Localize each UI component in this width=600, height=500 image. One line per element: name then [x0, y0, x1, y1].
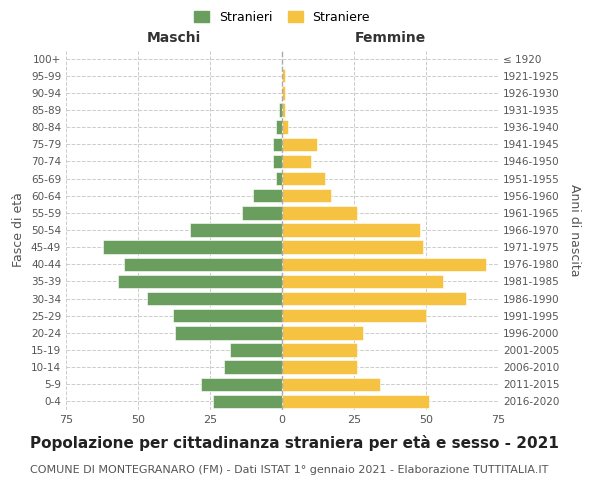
Bar — [279, 104, 282, 117]
Bar — [282, 240, 423, 254]
Bar — [282, 69, 285, 82]
Bar — [282, 224, 420, 236]
Bar — [282, 378, 380, 391]
Bar — [175, 326, 282, 340]
Bar — [282, 394, 429, 408]
Bar — [282, 258, 487, 271]
Bar — [224, 360, 282, 374]
Bar — [276, 120, 282, 134]
Bar — [282, 206, 357, 220]
Y-axis label: Anni di nascita: Anni di nascita — [568, 184, 581, 276]
Bar — [230, 344, 282, 356]
Text: COMUNE DI MONTEGRANARO (FM) - Dati ISTAT 1° gennaio 2021 - Elaborazione TUTTITAL: COMUNE DI MONTEGRANARO (FM) - Dati ISTAT… — [30, 465, 548, 475]
Bar — [253, 189, 282, 202]
Bar — [282, 360, 357, 374]
Bar — [118, 274, 282, 288]
Bar — [282, 309, 426, 322]
Bar — [282, 86, 285, 100]
Bar — [282, 326, 362, 340]
Bar — [282, 292, 466, 306]
Bar — [274, 138, 282, 151]
Bar — [282, 138, 317, 151]
Bar — [282, 189, 331, 202]
Bar — [282, 154, 311, 168]
Bar — [282, 104, 285, 117]
Bar — [282, 120, 288, 134]
Bar — [276, 172, 282, 186]
Bar — [124, 258, 282, 271]
Text: Maschi: Maschi — [147, 31, 201, 45]
Legend: Stranieri, Straniere: Stranieri, Straniere — [189, 6, 375, 29]
Bar — [103, 240, 282, 254]
Bar — [282, 274, 443, 288]
Bar — [202, 378, 282, 391]
Bar — [242, 206, 282, 220]
Text: Popolazione per cittadinanza straniera per età e sesso - 2021: Popolazione per cittadinanza straniera p… — [30, 435, 559, 451]
Bar — [282, 344, 357, 356]
Y-axis label: Fasce di età: Fasce di età — [13, 192, 25, 268]
Bar — [282, 172, 325, 186]
Bar — [213, 394, 282, 408]
Bar — [274, 154, 282, 168]
Text: Femmine: Femmine — [355, 31, 425, 45]
Bar — [190, 224, 282, 236]
Bar — [173, 309, 282, 322]
Bar — [146, 292, 282, 306]
